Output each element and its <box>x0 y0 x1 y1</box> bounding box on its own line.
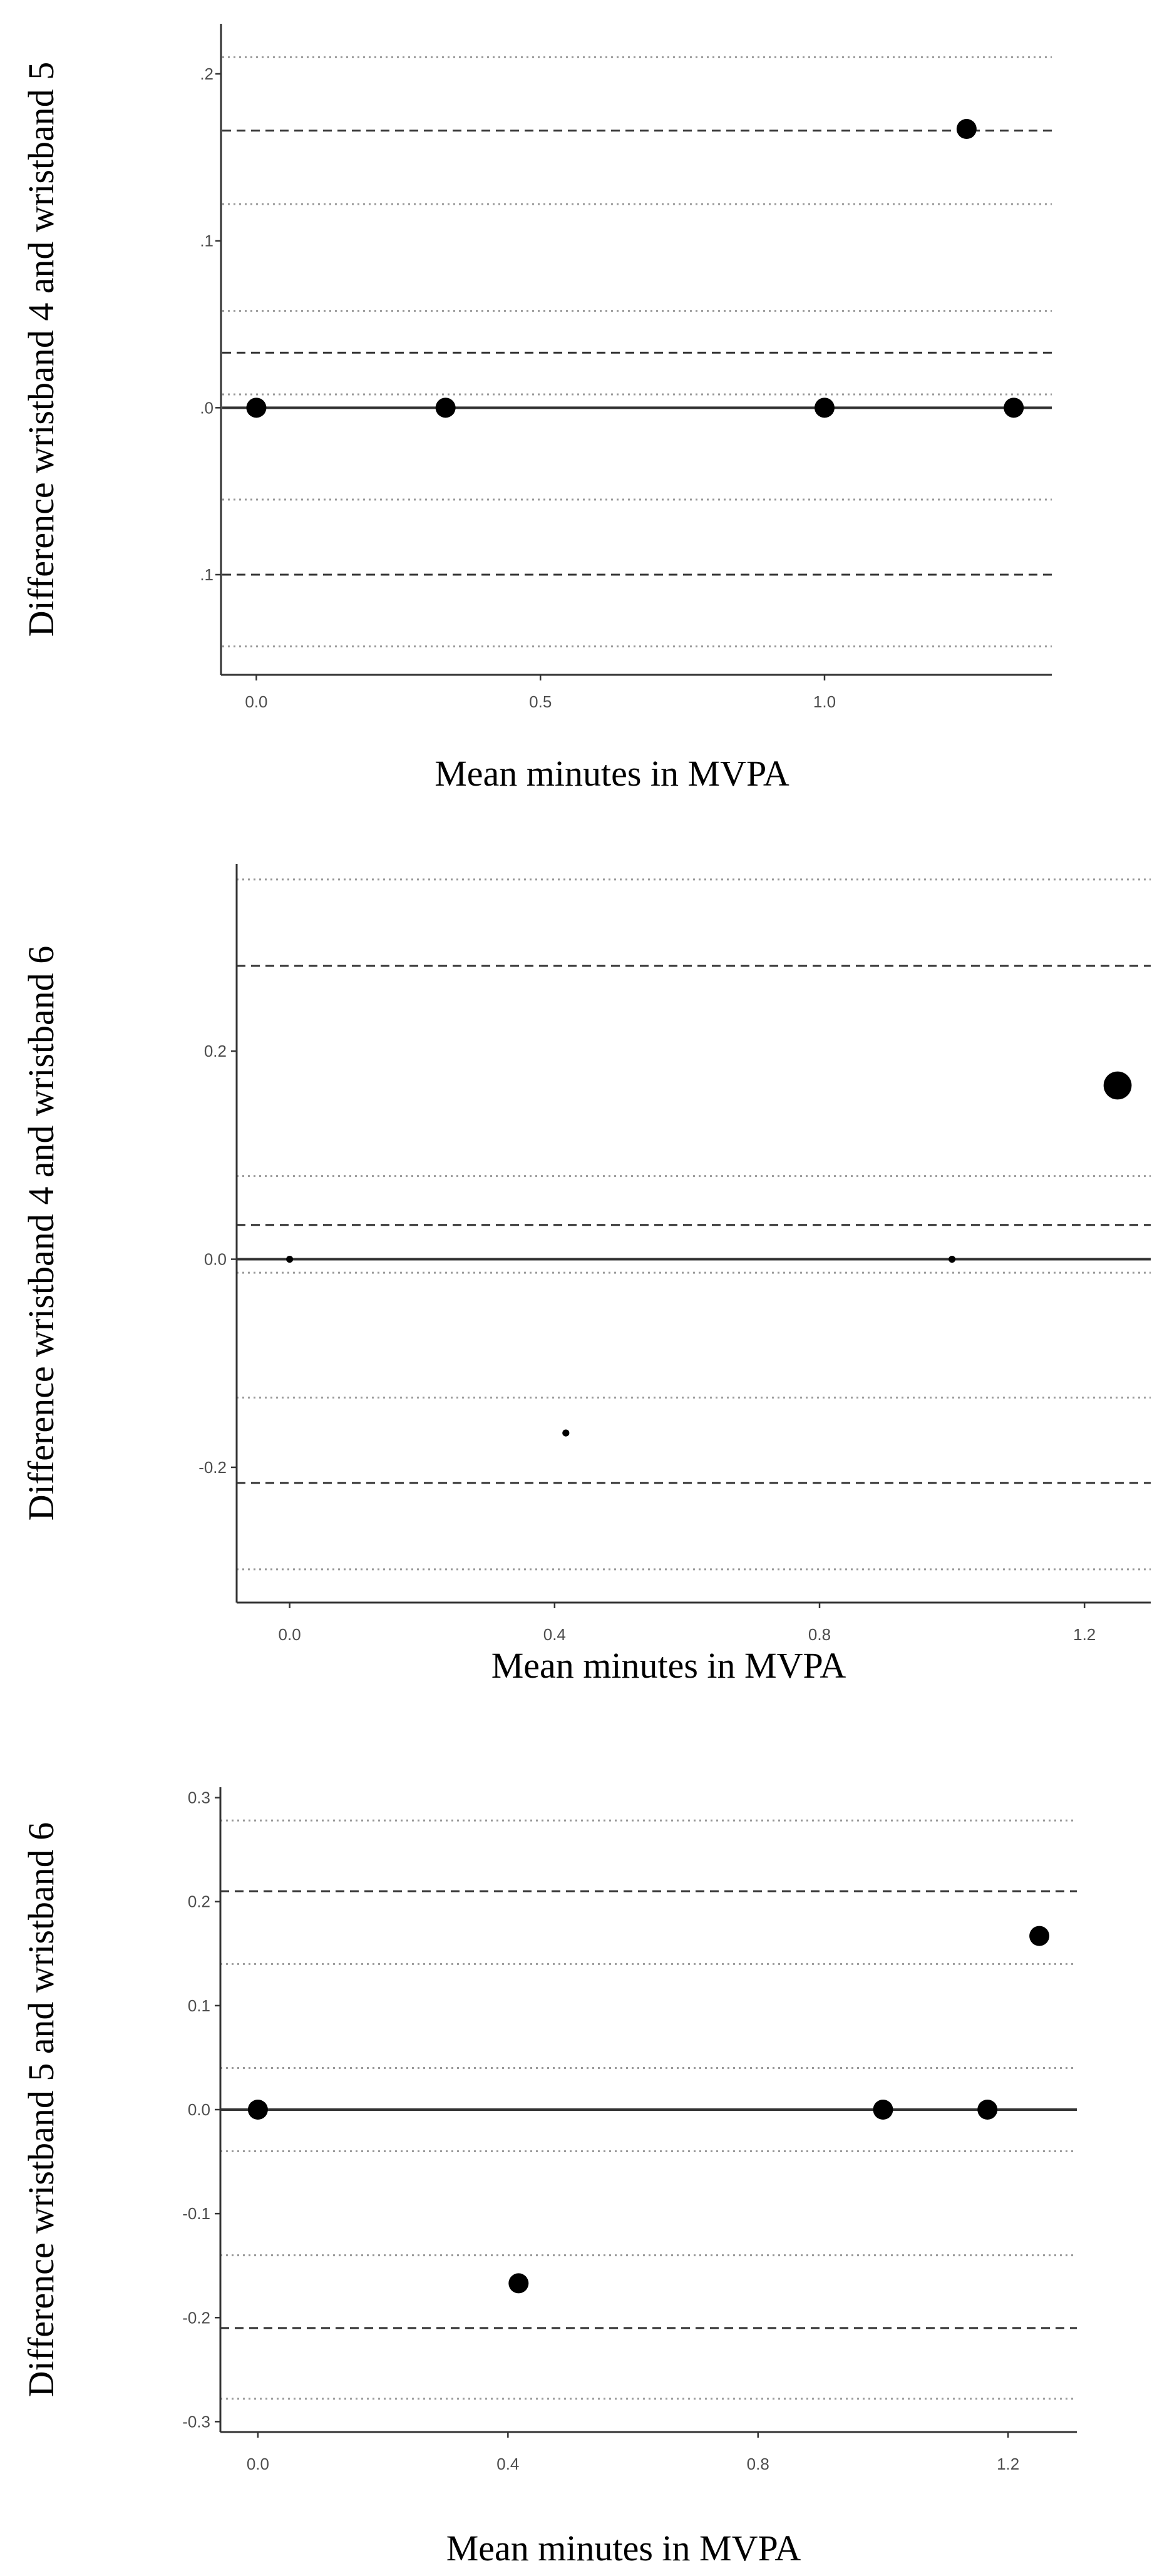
y-tick-label: 0.0 <box>188 2100 210 2119</box>
y-tick-label: .1 <box>200 565 213 584</box>
data-point-2 <box>949 1255 956 1263</box>
y-tick-label: -0.2 <box>182 2308 210 2327</box>
y-tick-label: -0.3 <box>182 2412 210 2431</box>
y-tick-label: .2 <box>200 64 213 83</box>
panel-wristband-4-vs-5: .2 .1 .0 .1 0.0 0.5 1.0 Mean minutes in MVPA Dif… <box>21 24 1052 794</box>
x-tick-label: 0.0 <box>279 1625 301 1644</box>
y-axis-title: Difference wristband 5 and wristband 6 <box>21 1822 61 2398</box>
y-tick-label: 0.1 <box>188 1996 210 2015</box>
y-tick-label: .1 <box>200 232 213 250</box>
x-tick-label: 1.2 <box>997 2455 1019 2473</box>
y-axis-title: Difference wristband 4 and wristband 5 <box>21 62 61 637</box>
x-tick-label: 0.8 <box>808 1625 831 1644</box>
data-point-2 <box>873 2100 893 2120</box>
data-point-1 <box>435 398 456 418</box>
x-axis-title: Mean minutes in MVPA <box>446 2528 801 2568</box>
data-point-0 <box>286 1255 294 1263</box>
x-tick-label: 1.2 <box>1073 1625 1096 1644</box>
y-tick-label: 0.0 <box>204 1250 227 1269</box>
data-point-3 <box>1103 1071 1132 1100</box>
data-point-3 <box>977 2100 998 2120</box>
x-tick-label: 0.0 <box>245 692 267 711</box>
panel-wristband-4-vs-6: 0.2 0.0 -0.2 0.0 0.4 0.8 1.2 Mean minutes in MV… <box>21 864 1151 1686</box>
data-point-3 <box>956 119 977 139</box>
x-tick-label: 0.8 <box>747 2455 769 2473</box>
y-tick-label: 0.2 <box>188 1892 210 1911</box>
data-point-0 <box>246 398 267 418</box>
x-tick-label: 0.4 <box>543 1625 566 1644</box>
data-point-1 <box>562 1429 570 1437</box>
x-axis-title: Mean minutes in MVPA <box>491 1645 846 1686</box>
y-axis-title: Difference wristband 4 and wristband 6 <box>21 946 61 1521</box>
x-tick-label: 0.4 <box>496 2455 519 2473</box>
x-tick-label: 0.0 <box>247 2455 269 2473</box>
panel-wristband-5-vs-6: 0.3 0.2 0.1 0.0 -0.1 -0.2 -0.3 0.0 0.4 0.8 1.2 Mean… <box>21 1787 1077 2568</box>
data-point-2 <box>814 398 835 418</box>
y-tick-label: .0 <box>200 398 213 417</box>
data-point-1 <box>508 2273 529 2294</box>
x-tick-label: 0.5 <box>529 692 552 711</box>
data-point-0 <box>247 2100 268 2120</box>
y-tick-label: -0.1 <box>182 2204 210 2223</box>
x-tick-label: 1.0 <box>813 692 836 711</box>
y-tick-label: 0.2 <box>204 1042 227 1060</box>
y-tick-label: 0.3 <box>188 1788 210 1807</box>
data-point-4 <box>1029 1926 1050 1946</box>
x-axis-title: Mean minutes in MVPA <box>434 753 789 794</box>
data-point-4 <box>1004 398 1024 418</box>
y-tick-label: -0.2 <box>198 1458 227 1477</box>
